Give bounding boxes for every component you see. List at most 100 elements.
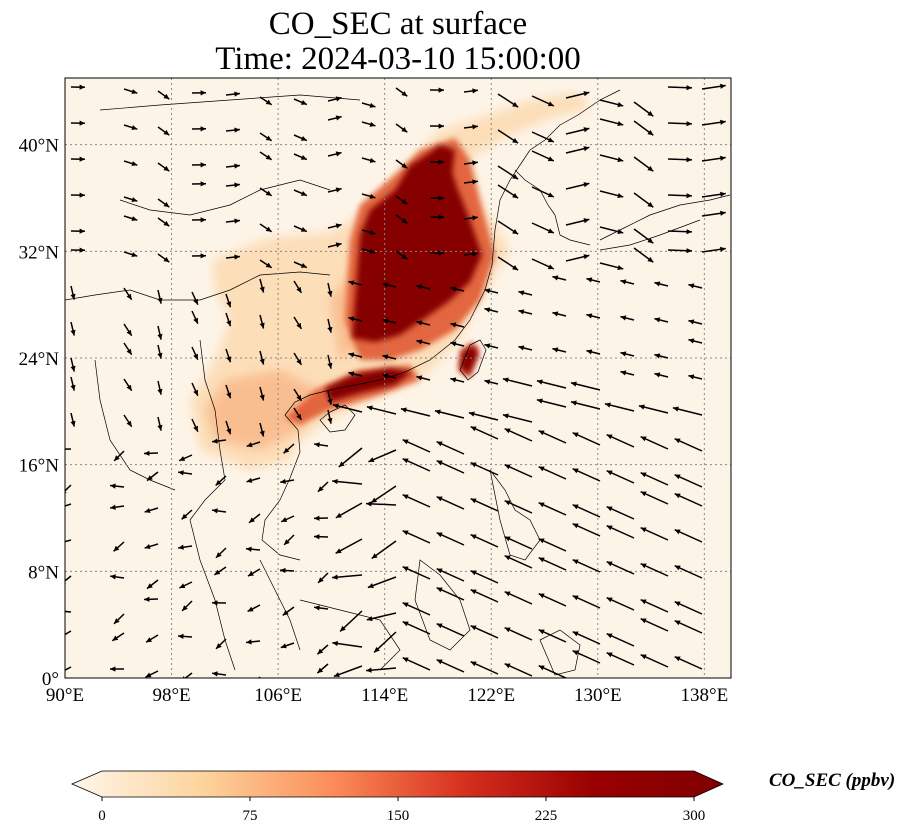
- wind-arrow-head: [335, 151, 342, 157]
- wind-arrow-head: [246, 546, 252, 552]
- wind-arrow-head: [178, 470, 184, 476]
- wind-arrow-head: [402, 621, 409, 627]
- wind-arrow-head: [572, 595, 579, 601]
- wind-arrow-head: [226, 320, 232, 327]
- wind-arrow-head: [200, 162, 206, 168]
- wind-arrow-head: [126, 420, 132, 427]
- wind-arrow-head: [450, 341, 457, 347]
- wind-arrow-head: [674, 601, 681, 607]
- wind-arrow-head: [536, 379, 543, 385]
- wind-arrow-head: [583, 218, 590, 224]
- wind-arrow-head: [110, 666, 116, 672]
- wind-arrow-head: [70, 329, 76, 336]
- wind-arrow-head: [484, 379, 491, 385]
- wind-arrow-head: [79, 247, 85, 253]
- wind-arrow-shaft: [65, 630, 72, 636]
- wind-arrow-head: [402, 657, 409, 663]
- wind-arrow-head: [402, 530, 409, 536]
- wind-arrow-head: [606, 506, 613, 512]
- wind-arrow-head: [246, 639, 252, 645]
- wind-arrow-head: [179, 456, 186, 461]
- colorbar-tick-label: 150: [387, 808, 410, 824]
- wind-arrow-head: [382, 354, 389, 360]
- wind-arrow-head: [436, 460, 443, 466]
- lon-tick-label: 106°E: [254, 685, 302, 706]
- wind-arrow-head: [538, 538, 545, 544]
- wind-arrow-head: [472, 160, 478, 166]
- wind-arrow-head: [157, 297, 163, 304]
- wind-arrow-head: [144, 450, 150, 456]
- wind-arrow-head: [402, 439, 409, 445]
- wind-arrow-head: [126, 384, 132, 391]
- wind-arrow-head: [265, 262, 272, 268]
- wind-arrow-head: [145, 672, 152, 678]
- wind-arrow-head: [638, 404, 645, 410]
- wind-arrow-head: [401, 90, 408, 97]
- wind-arrow-head: [200, 217, 206, 223]
- wind-arrow-head: [247, 571, 254, 577]
- wind-arrow-head: [606, 525, 613, 531]
- wind-arrow-head: [314, 534, 320, 540]
- wind-arrow-head: [131, 89, 138, 95]
- wind-arrow-head: [314, 515, 320, 521]
- wind-arrow-head: [265, 99, 272, 105]
- wind-arrow-head: [512, 228, 519, 235]
- colorbar-gradient: [70, 770, 724, 798]
- wind-arrow-head: [332, 640, 339, 647]
- wind-arrow-head: [472, 179, 478, 185]
- wind-arrow-head: [214, 569, 221, 575]
- wind-arrow-head: [226, 392, 232, 399]
- wind-arrow-head: [504, 500, 511, 506]
- wind-arrow-head: [296, 413, 302, 420]
- lon-tick-label: 90°E: [46, 685, 84, 706]
- wind-arrow-head: [438, 214, 444, 220]
- wind-arrow-head: [371, 497, 378, 503]
- wind-arrow-head: [606, 633, 613, 639]
- wind-arrow-head: [317, 648, 324, 655]
- wind-arrow-head: [163, 220, 170, 227]
- wind-arrow-head: [436, 568, 443, 574]
- wind-arrow-head: [512, 264, 519, 271]
- wind-arrow-head: [178, 544, 184, 550]
- wind-arrow-head: [369, 193, 376, 199]
- wind-arrow-head: [436, 441, 443, 447]
- wind-arrow-head: [110, 574, 116, 580]
- wind-arrow-head: [157, 352, 163, 359]
- wind-arrow-head: [606, 434, 613, 440]
- wind-arrow-head: [300, 190, 307, 196]
- wind-arrow-head: [583, 127, 590, 133]
- wind-arrow-head: [110, 504, 116, 510]
- wind-arrow-head: [265, 226, 272, 232]
- wind-arrow-head: [547, 192, 554, 198]
- wind-arrow-head: [182, 605, 188, 611]
- wind-arrow-head: [382, 373, 389, 379]
- wind-arrow-head: [538, 502, 545, 508]
- wind-arrow-head: [327, 398, 333, 405]
- wind-arrow-head: [720, 246, 726, 252]
- wind-arrow-head: [436, 532, 443, 538]
- wind-arrow-head: [335, 96, 342, 102]
- lat-tick-label: 8°N: [28, 562, 59, 583]
- wind-arrow-head: [572, 432, 579, 438]
- wind-arrow-head: [216, 643, 222, 649]
- wind-arrow-head: [504, 464, 511, 470]
- wind-arrow-head: [193, 389, 198, 396]
- wind-arrow-head: [640, 654, 647, 660]
- wind-arrow-head: [436, 496, 443, 502]
- wind-arrow-head: [688, 319, 695, 325]
- wind-arrow-head: [193, 353, 198, 360]
- wind-arrow-head: [212, 438, 218, 444]
- wind-arrow-head: [720, 191, 726, 197]
- wind-arrow-head: [246, 477, 253, 483]
- wind-arrow-head: [401, 253, 408, 260]
- wind-arrow-head: [438, 159, 444, 165]
- wind-arrow-head: [367, 583, 374, 589]
- wind-arrow-head: [416, 284, 423, 290]
- lat-tick-label: 32°N: [19, 242, 60, 263]
- wind-arrow-head: [332, 403, 339, 409]
- wind-arrow-head: [570, 381, 577, 387]
- wind-arrow-head: [470, 661, 477, 667]
- wind-arrow-head: [282, 610, 289, 616]
- wind-arrow-head: [327, 362, 333, 369]
- wind-arrow-head: [450, 377, 457, 383]
